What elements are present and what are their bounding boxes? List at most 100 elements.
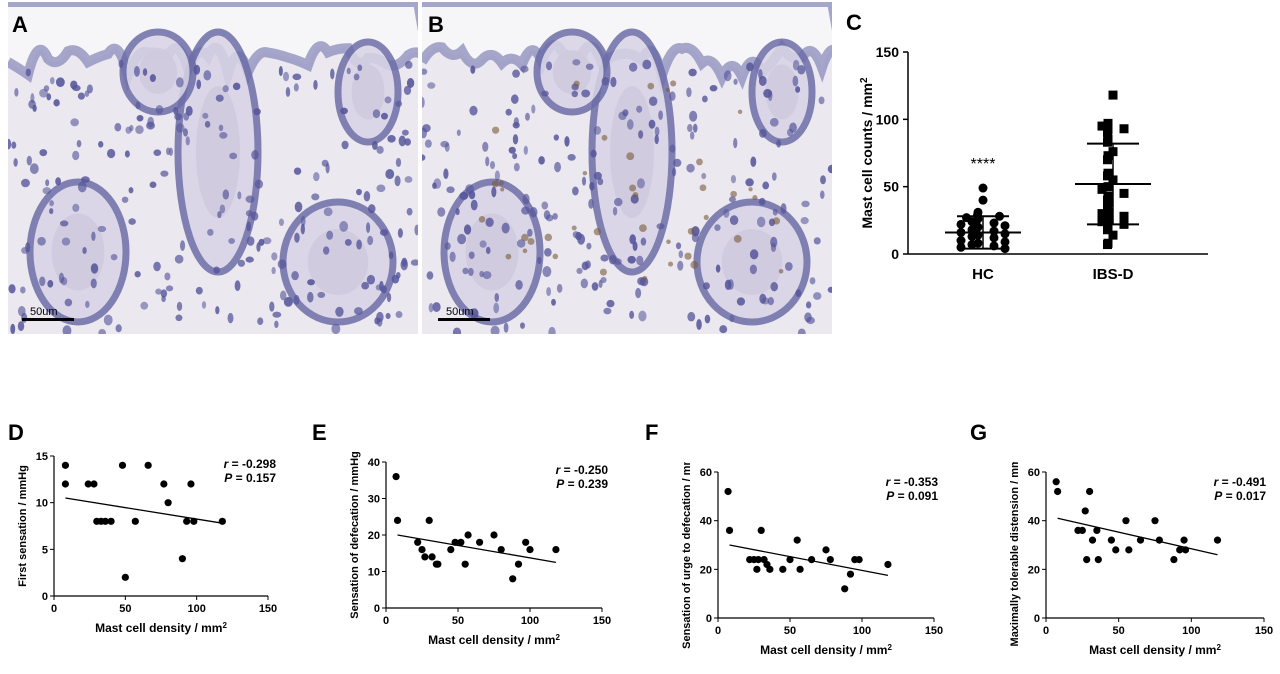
- mast-cell-stain: [527, 237, 535, 245]
- nucleus: [222, 189, 230, 200]
- y-tick-label: 50: [883, 179, 899, 195]
- ibsd-data-point: [1103, 214, 1113, 224]
- nucleus: [49, 208, 54, 215]
- nucleus: [254, 179, 264, 189]
- ibsd-data-point: [1108, 230, 1118, 240]
- nucleus: [114, 122, 122, 132]
- nucleus: [42, 187, 52, 195]
- y-tick-label: 150: [876, 44, 900, 60]
- data-point: [131, 517, 139, 525]
- nucleus: [585, 63, 594, 70]
- nucleus: [729, 215, 739, 226]
- data-point: [121, 573, 129, 581]
- nucleus: [237, 191, 242, 200]
- x-tick-label: 150: [1255, 625, 1273, 637]
- mast-cell-stain: [491, 126, 500, 134]
- nucleus: [797, 65, 806, 75]
- hc-data-point: [989, 233, 999, 243]
- p-statistic: P = 0.157: [224, 471, 276, 485]
- nucleus: [165, 147, 171, 156]
- y-tick-label: 10: [36, 498, 48, 510]
- nucleus: [479, 270, 484, 278]
- nucleus: [554, 161, 562, 173]
- nucleus: [736, 297, 746, 306]
- nucleus: [446, 186, 455, 194]
- nucleus: [72, 150, 80, 161]
- nucleus: [300, 223, 305, 235]
- nucleus: [49, 200, 54, 207]
- ibsd-data-point: [1103, 207, 1113, 217]
- nucleus: [468, 251, 475, 259]
- nucleus: [485, 246, 491, 255]
- y-axis-label: Mast cell counts / mm2: [859, 77, 876, 228]
- nucleus: [280, 290, 287, 301]
- nucleus: [64, 298, 73, 307]
- nucleus: [17, 305, 26, 317]
- data-point: [1081, 507, 1089, 515]
- nucleus: [696, 319, 702, 330]
- nucleus: [379, 229, 389, 236]
- nucleus: [285, 87, 291, 97]
- nucleus: [572, 59, 581, 66]
- data-point: [1078, 526, 1086, 534]
- nucleus: [426, 271, 434, 280]
- nucleus: [612, 206, 618, 216]
- data-point: [724, 487, 732, 496]
- nucleus: [395, 311, 403, 319]
- nucleus: [406, 207, 413, 216]
- nucleus: [541, 201, 549, 210]
- x-tick-label: 150: [925, 625, 943, 637]
- mast-cell-stain: [665, 87, 670, 92]
- nucleus: [294, 232, 300, 243]
- nucleus: [356, 239, 362, 250]
- nucleus: [541, 90, 549, 97]
- data-point: [418, 546, 426, 554]
- nucleus: [91, 231, 96, 241]
- data-point: [61, 480, 70, 488]
- y-tick-label: 5: [42, 544, 48, 556]
- data-point: [425, 516, 433, 524]
- data-point: [793, 536, 801, 544]
- nucleus: [272, 311, 282, 318]
- data-point: [1155, 536, 1163, 544]
- nucleus: [341, 140, 349, 150]
- nucleus: [525, 112, 530, 121]
- data-point: [1181, 546, 1190, 554]
- nucleus: [723, 208, 730, 218]
- nucleus: [516, 239, 526, 248]
- nucleus: [444, 242, 451, 250]
- mast-cell-stain: [544, 233, 553, 242]
- ibsd-data-point: [1119, 188, 1129, 198]
- nucleus: [404, 138, 411, 146]
- nucleus: [401, 129, 409, 136]
- nucleus: [361, 281, 370, 290]
- r-statistic: r = -0.250: [556, 463, 609, 477]
- nucleus: [49, 76, 55, 85]
- nucleus: [545, 61, 553, 71]
- nucleus: [125, 126, 132, 134]
- mast-cell-stain: [522, 248, 528, 254]
- data-point: [101, 517, 109, 525]
- nucleus: [76, 139, 82, 148]
- nucleus: [55, 177, 62, 186]
- data-point: [826, 556, 834, 564]
- mast-cell-stain: [752, 194, 758, 201]
- nucleus: [813, 237, 821, 245]
- nucleus: [340, 107, 348, 115]
- y-tick-label: 20: [1028, 564, 1040, 576]
- data-point: [421, 553, 429, 561]
- x-tick-label: 100: [1182, 625, 1200, 637]
- nucleus: [176, 123, 185, 133]
- nucleus: [636, 105, 643, 113]
- hc-data-point: [1000, 221, 1010, 231]
- nucleus: [176, 301, 183, 311]
- nucleus: [346, 67, 351, 75]
- nucleus: [589, 181, 595, 191]
- nucleus: [174, 113, 182, 121]
- nucleus: [395, 100, 403, 107]
- nucleus: [321, 159, 329, 167]
- significance-annotation: ****: [971, 156, 996, 173]
- nucleus: [632, 241, 638, 252]
- hc-data-point: [956, 219, 966, 229]
- x-tick-label: 150: [593, 615, 611, 627]
